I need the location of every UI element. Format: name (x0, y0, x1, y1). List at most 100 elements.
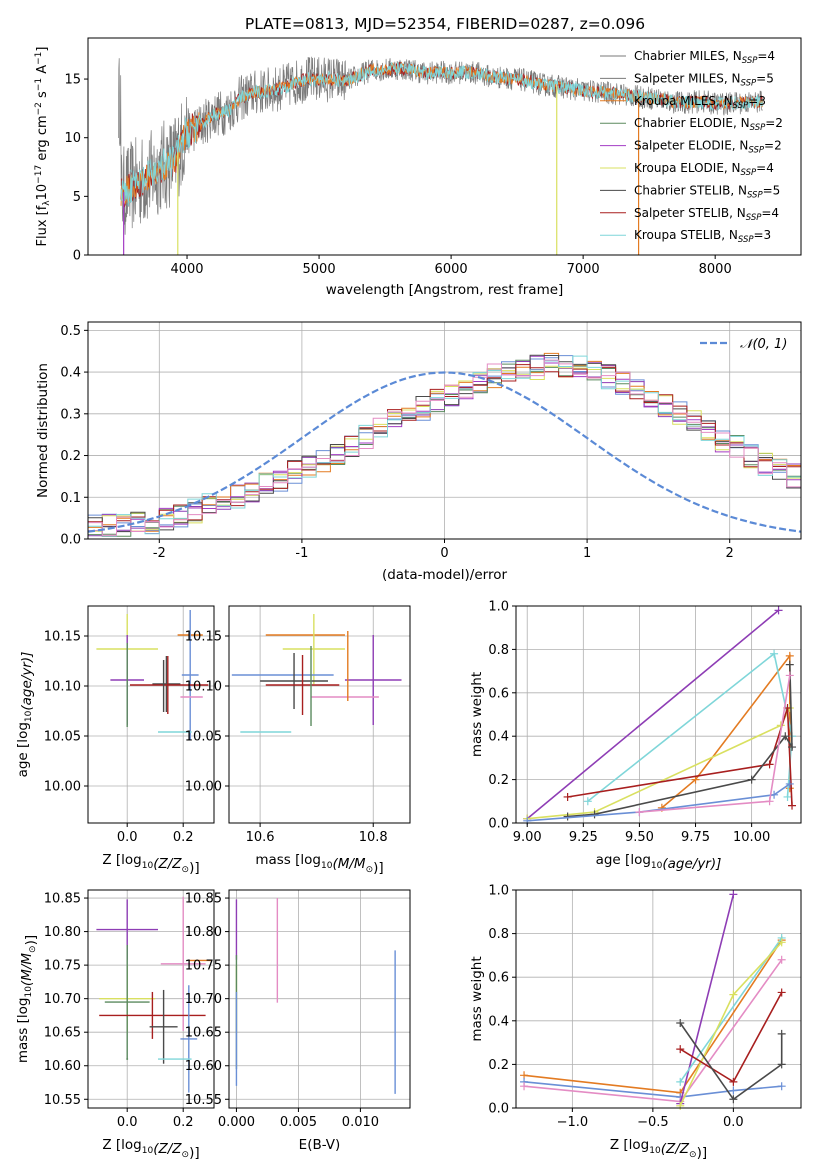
plus-marker (520, 1082, 529, 1091)
series-line (679, 894, 735, 1104)
plus-marker (785, 671, 794, 680)
data-point (126, 1058, 129, 1061)
x-tick-label: −1.0 (557, 1115, 589, 1130)
legend-entry: Chabrier MILES, NSSP=4 (634, 49, 775, 66)
plus-marker (729, 1077, 738, 1086)
axes-frame (87, 605, 215, 824)
plus-marker (676, 1018, 685, 1027)
plus-marker (777, 1060, 786, 1069)
axes-mass-vs-EBV: 0.000 0.005 0.010 10.55 10.60 10.65 10.70 10.75… (185, 889, 411, 1153)
axes-frame (87, 37, 802, 256)
plus-marker (788, 801, 797, 810)
y-tick-label: 0.1 (60, 491, 81, 506)
plus-marker (590, 810, 599, 819)
x-tick-label: 7000 (567, 262, 600, 277)
plus-marker (729, 890, 738, 899)
x-axis-label: E(B-V) (299, 1137, 341, 1153)
y-tick-label: 0.3 (60, 407, 81, 422)
series-line (524, 1081, 782, 1098)
legend-entry: Chabrier STELIB, NSSP=5 (634, 183, 780, 200)
axes-mass-weight-vs-Z: −1.0 −0.5 0.0 0.0 0.2 0.4 0.6 0.8 1.0 Z [log10(Z/… (469, 884, 802, 1161)
plus-marker (729, 1095, 738, 1104)
y-tick-label: 10.75 (44, 959, 81, 974)
plus-marker (676, 1077, 685, 1086)
y-axis-label: Normed distribution (35, 363, 51, 498)
x-axis-label: Z [log10(Z/Z⊙)] (102, 1137, 199, 1161)
plus-marker (765, 797, 774, 806)
x-tick-label: 0.0 (117, 830, 138, 845)
series-line (679, 1022, 783, 1101)
axes-frame (228, 605, 411, 824)
y-axis-label: age [log10(age/yr)] (15, 652, 35, 778)
plus-marker (729, 990, 738, 999)
axes-age-vs-mass: 10.6 10.8 10.00 10.05 10.10 10.15 mass [log10(… (185, 605, 411, 876)
x-axis-label: age [log10(age/yr)] (596, 852, 722, 872)
y-tick-label: 10.65 (44, 1026, 81, 1041)
x-tick-label: 0 (440, 546, 448, 561)
y-tick-label: 0.2 (60, 449, 81, 464)
y-tick-label: 1.0 (488, 600, 509, 615)
plus-marker (777, 955, 786, 964)
y-tick-label: 0.2 (488, 773, 509, 788)
y-tick-label: 10.60 (44, 1059, 81, 1074)
y-tick-label: 0.8 (488, 643, 509, 658)
x-tick-label: 10.8 (359, 830, 388, 845)
x-tick-label: −0.5 (637, 1115, 669, 1130)
plus-marker (774, 606, 783, 615)
plus-marker (777, 1029, 786, 1038)
y-tick-label: 10.00 (185, 780, 222, 795)
y-tick-label: 10.65 (185, 1026, 222, 1041)
x-tick-label: 0.2 (173, 830, 194, 845)
plus-marker (583, 797, 592, 806)
x-tick-label: 4000 (170, 262, 203, 277)
y-axis-label: mass weight (469, 672, 485, 757)
plus-marker (729, 1086, 738, 1095)
y-tick-label: 10.10 (44, 680, 81, 695)
y-tick-label: 10.85 (44, 892, 81, 907)
plus-marker (781, 732, 790, 741)
plus-marker (770, 649, 779, 658)
axes-residuals: -2 -1 0 1 2 0.0 0.1 0.2 0.3 0.4 0.5 (data-model)/er… (35, 321, 802, 583)
y-tick-label: 10 (64, 131, 81, 146)
x-tick-label: 0.005 (280, 1115, 317, 1130)
plus-marker (785, 651, 794, 660)
series-line (526, 609, 780, 820)
y-tick-label: 10.00 (44, 780, 81, 795)
series-line (679, 937, 783, 1083)
y-axis-label: Flux [fλ10−17 erg cm−2 s−1 A−1] (34, 47, 52, 247)
plus-marker (777, 988, 786, 997)
series-line (527, 783, 791, 822)
y-axis-label: mass [log10(M/M⊙)] (15, 935, 39, 1063)
y-tick-label: 0.8 (488, 927, 509, 942)
y-tick-label: 0.6 (488, 686, 509, 701)
plus-marker (635, 808, 644, 817)
x-axis-label: wavelength [Angstrom, rest frame] (326, 282, 564, 298)
x-tick-label: 9.00 (513, 830, 542, 845)
legend-entry: Salpeter MILES, NSSP=5 (634, 71, 774, 88)
x-axis-label: Z [log10(Z/Z⊙)] (610, 1137, 707, 1161)
y-tick-label: 10.10 (185, 680, 222, 695)
x-tick-label: 0.0 (117, 1115, 138, 1130)
y-tick-label: 10.05 (44, 730, 81, 745)
legend-entry: Kroupa STELIB, NSSP=3 (634, 228, 771, 245)
gaussian-curve (87, 371, 802, 533)
x-tick-label: 5000 (303, 262, 336, 277)
y-tick-label: 10.55 (185, 1093, 222, 1108)
x-tick-label: 9.25 (569, 830, 598, 845)
y-tick-label: 10.15 (44, 630, 81, 645)
x-axis-label: mass [log10(M/M⊙)] (255, 852, 383, 876)
x-tick-label: 9.50 (625, 830, 654, 845)
x-tick-label: 10.6 (246, 830, 275, 845)
plus-marker (777, 938, 786, 947)
y-tick-label: 0 (73, 249, 81, 264)
plus-marker (563, 792, 572, 801)
axes-frame (515, 889, 802, 1109)
x-tick-label: 10.00 (733, 830, 770, 845)
y-tick-label: 10.75 (185, 959, 222, 974)
y-tick-label: 10.80 (44, 925, 81, 940)
axes-mass-vs-Z: 0.0 0.2 10.55 10.60 10.65 10.70 10.75 10.80 10.8… (15, 889, 215, 1161)
y-tick-label: 0.6 (488, 971, 509, 986)
figure-title: PLATE=0813, MJD=52354, FIBERID=0287, z=0… (245, 15, 645, 33)
x-tick-label: -2 (153, 546, 166, 561)
